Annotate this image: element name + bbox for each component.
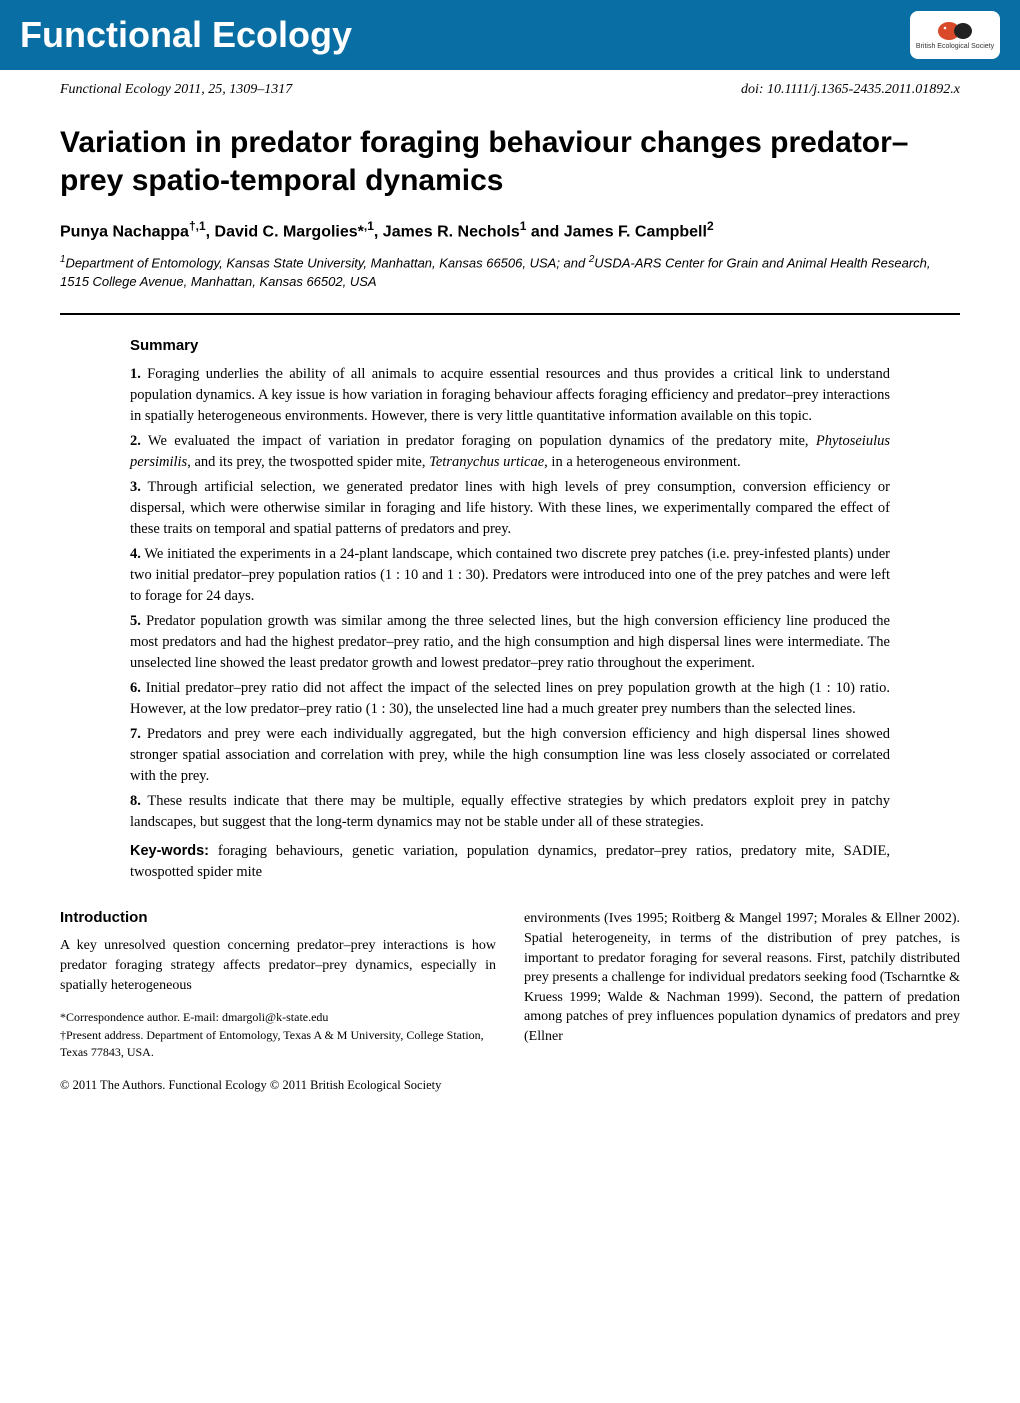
left-column: Introduction A key unresolved question c… <box>60 909 496 1059</box>
correspondence-footnote: *Correspondence author. E-mail: dmargoli… <box>60 1009 496 1025</box>
journal-banner: Functional Ecology British Ecological So… <box>0 0 1020 70</box>
title-rule <box>60 313 960 315</box>
right-column: environments (Ives 1995; Roitberg & Mang… <box>524 909 960 1059</box>
summary-item: 2. We evaluated the impact of variation … <box>130 431 890 473</box>
journal-name: Functional Ecology <box>20 14 352 56</box>
keywords-text: foraging behaviours, genetic variation, … <box>130 843 890 880</box>
summary-block: Summary 1. Foraging underlies the abilit… <box>0 337 1020 883</box>
keywords-line: Key-words: foraging behaviours, genetic … <box>130 841 890 883</box>
authors: Punya Nachappa†,1, David C. Margolies*,1… <box>0 205 1020 247</box>
affiliations: 1Department of Entomology, Kansas State … <box>0 247 1020 305</box>
doi: doi: 10.1111/j.1365-2435.2011.01892.x <box>741 82 960 98</box>
logo-icon <box>937 21 973 41</box>
meta-row: Functional Ecology 2011, 25, 1309–1317 d… <box>0 70 1020 106</box>
summary-items: 1. Foraging underlies the ability of all… <box>130 364 890 833</box>
summary-item: 5. Predator population growth was simila… <box>130 611 890 674</box>
citation: Functional Ecology 2011, 25, 1309–1317 <box>60 82 292 98</box>
article-title: Variation in predator foraging behaviour… <box>0 106 1020 205</box>
summary-item: 4. We initiated the experiments in a 24-… <box>130 544 890 607</box>
keywords-label: Key-words: <box>130 843 209 859</box>
intro-text-right: environments (Ives 1995; Roitberg & Mang… <box>524 909 960 1046</box>
copyright-line: © 2011 The Authors. Functional Ecology ©… <box>0 1060 1020 1133</box>
summary-item: 1. Foraging underlies the ability of all… <box>130 364 890 427</box>
society-logo: British Ecological Society <box>910 11 1000 59</box>
summary-item: 8. These results indicate that there may… <box>130 791 890 833</box>
intro-text-left: A key unresolved question concerning pre… <box>60 936 496 995</box>
summary-item: 6. Initial predator–prey ratio did not a… <box>130 678 890 720</box>
two-column-body: Introduction A key unresolved question c… <box>0 883 1020 1059</box>
summary-item: 3. Through artificial selection, we gene… <box>130 477 890 540</box>
present-address-footnote: †Present address. Department of Entomolo… <box>60 1027 496 1059</box>
summary-heading: Summary <box>130 337 890 354</box>
summary-item: 7. Predators and prey were each individu… <box>130 724 890 787</box>
intro-heading: Introduction <box>60 909 496 926</box>
